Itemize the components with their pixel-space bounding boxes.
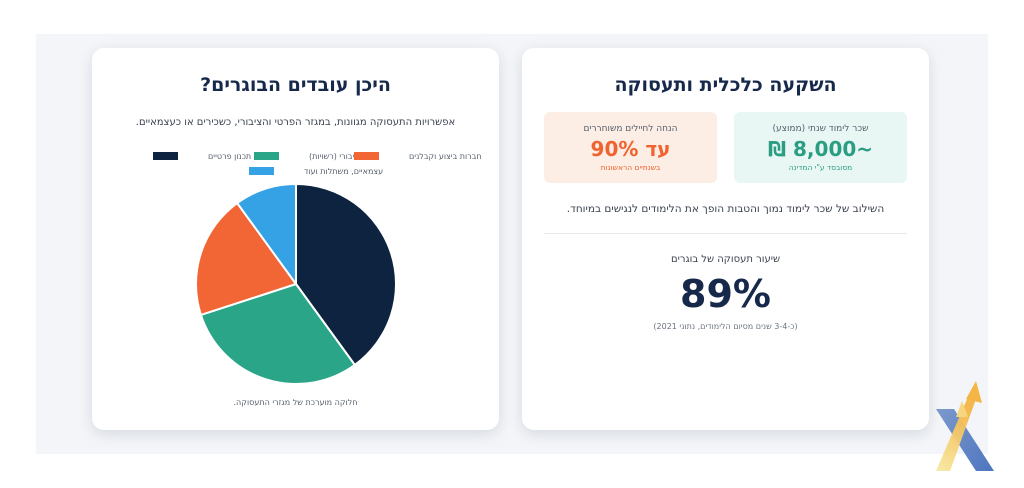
chart-caption: חלוקה מוערכת של מגזרי התעסוקה.	[233, 398, 358, 407]
pie-slice-2	[199, 282, 357, 385]
discount-note: בשנתיים הראשונות	[600, 163, 661, 172]
legend-label-1: משרדי תכנון פרטיים	[208, 152, 276, 161]
legend-label-3: חברות ביצוע וקבלנים	[409, 152, 482, 161]
discount-label: הנחה לחיילים משוחררים	[583, 124, 678, 134]
legend-swatch-1	[153, 152, 178, 160]
investment-description: השילוב של שכר לימוד נמוך והטבות הופך את …	[566, 203, 885, 215]
employers-subtitle: אפשרויות התעסוקה מגוונות, במגזר הפרטי וה…	[135, 117, 456, 128]
legend-swatch-3	[354, 152, 379, 160]
brand-logo-icon	[936, 381, 994, 471]
page-background: השקעה כלכלית ותעסוקה שכר לימוד שנתי (ממו…	[36, 34, 994, 471]
tuition-label: שכר לימוד שנתי (ממוצע)	[772, 124, 869, 134]
employment-rate-value: 89%	[680, 272, 771, 316]
section-divider	[544, 233, 907, 234]
pie-slice-4	[235, 182, 297, 288]
tuition-value: ~8,000 ₪	[767, 137, 874, 161]
legend-label-2: מגזר ציבורי (רשויות)	[309, 152, 378, 161]
discount-value: עד 90%	[590, 137, 671, 161]
employment-rate-label: שיעור תעסוקה של בוגרים	[670, 254, 781, 265]
tuition-stat-box: שכר לימוד שנתי (ממוצע) ~8,000 ₪ מסובסד ע…	[734, 112, 907, 183]
investment-title: השקעה כלכלית ותעסוקה	[614, 74, 837, 96]
investment-card: השקעה כלכלית ותעסוקה שכר לימוד שנתי (ממו…	[522, 48, 929, 430]
pie-slice-3	[194, 201, 298, 317]
employers-card: היכן עובדים הבוגרים? אפשרויות התעסוקה מג…	[92, 48, 499, 430]
legend-swatch-4	[249, 167, 274, 175]
pie-slice-1	[295, 182, 397, 367]
employment-rate-note: (כ-3-4 שנים מסיום הלימודים, נתוני 2021)	[653, 322, 798, 331]
sector-pie-chart: משרדי תכנון פרטיים מגזר ציבורי (רשויות) חב…	[153, 152, 482, 385]
employers-title: היכן עובדים הבוגרים?	[200, 74, 391, 96]
legend-swatch-2	[254, 152, 279, 160]
legend-label-4: עצמאיים, משתלות ועוד	[304, 167, 383, 176]
tuition-note: מסובסד ע"י המדינה	[788, 163, 853, 172]
discount-stat-box: הנחה לחיילים משוחררים עד 90% בשנתיים הרא…	[544, 112, 717, 183]
